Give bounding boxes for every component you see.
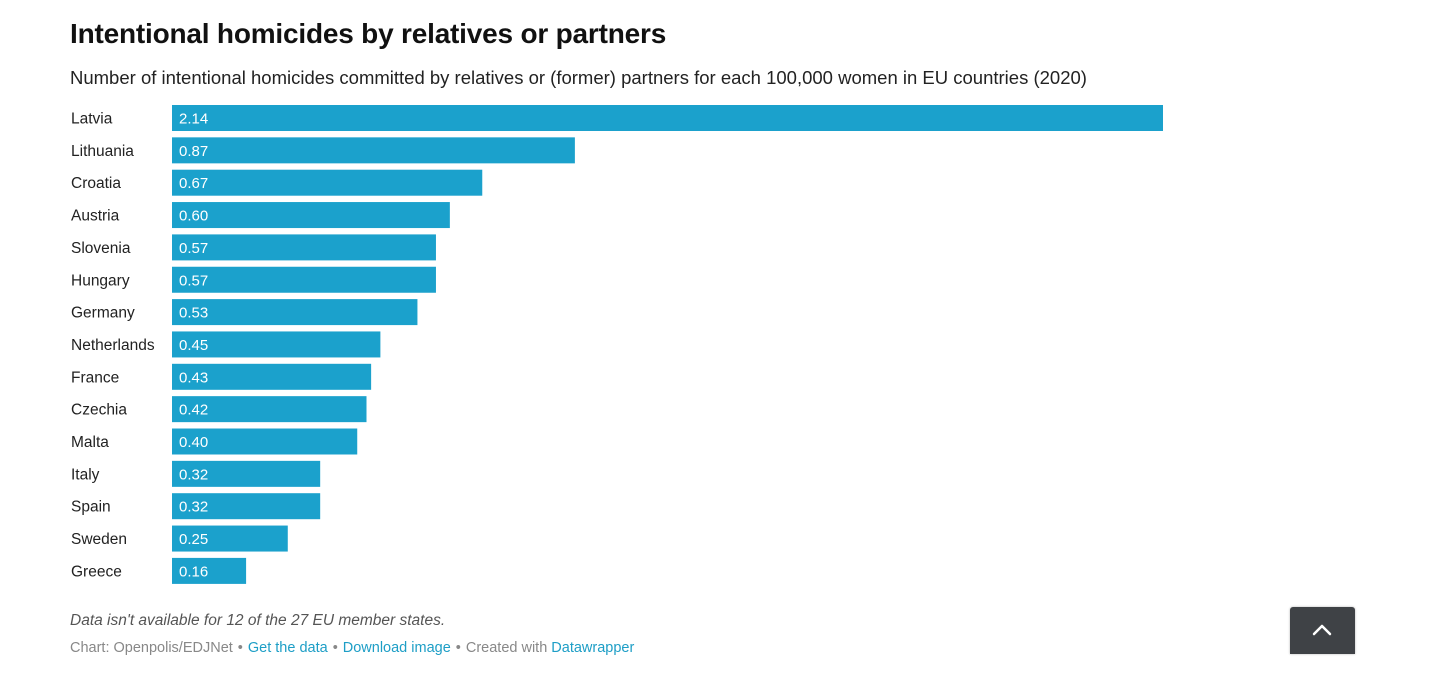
category-label: Sweden [71, 531, 127, 548]
footer-separator: • [455, 640, 461, 656]
bar [172, 137, 575, 164]
value-label: 0.57 [179, 240, 208, 257]
chart-subtitle: Number of intentional homicides committe… [70, 67, 1087, 88]
value-label: 0.67 [179, 175, 208, 192]
category-label: Czechia [71, 402, 127, 419]
footer-separator: • [332, 640, 338, 656]
bar [172, 331, 381, 358]
value-label: 0.32 [179, 499, 208, 516]
bar [172, 105, 1163, 131]
bar [172, 266, 436, 293]
value-label: 0.40 [179, 434, 208, 451]
get-data-link[interactable]: Get the data [247, 640, 328, 656]
bar-chart: Latvia 2.14 Lithuania 0.87 Croatia 0.67 Austri… [71, 105, 1163, 584]
category-label: France [71, 369, 119, 386]
bar [172, 299, 418, 326]
value-label: 0.87 [179, 143, 208, 160]
bar [172, 493, 321, 520]
chart-title: Intentional homicides by relatives or pa… [70, 18, 667, 49]
value-label: 0.60 [179, 208, 208, 225]
category-label: Austria [71, 208, 120, 225]
value-label: 0.25 [179, 531, 208, 548]
bar [172, 234, 436, 261]
download-image-link[interactable]: Download image [342, 640, 451, 656]
category-label: Hungary [71, 272, 130, 289]
category-label: Malta [71, 434, 109, 451]
category-label: Italy [71, 466, 100, 483]
scroll-to-top-button[interactable] [1290, 607, 1355, 654]
category-label: Spain [71, 499, 111, 516]
bar [172, 525, 288, 552]
category-label: Greece [71, 563, 122, 580]
chevron-up-icon [1312, 624, 1332, 636]
value-label: 0.43 [179, 369, 208, 386]
chart-notes: Data isn't available for 12 of the 27 EU… [70, 612, 446, 629]
category-label: Slovenia [71, 240, 131, 257]
datawrapper-link[interactable]: Datawrapper [551, 640, 635, 656]
value-label: 2.14 [179, 111, 208, 128]
value-label: 0.42 [179, 402, 208, 419]
category-label: Germany [71, 305, 135, 322]
bar [172, 557, 247, 584]
value-label: 0.45 [179, 337, 208, 354]
bar [172, 202, 450, 229]
value-label: 0.53 [179, 305, 208, 322]
value-label: 0.32 [179, 466, 208, 483]
bar [172, 169, 483, 196]
chart-footer: Chart: Openpolis/EDJNet • Get the data • Dow… [70, 640, 634, 656]
value-label: 0.57 [179, 272, 208, 289]
created-with-text: Created with [465, 640, 548, 656]
bar [172, 396, 367, 423]
footer-separator: • [237, 640, 243, 656]
bar [172, 428, 358, 455]
bar [172, 363, 372, 390]
category-label: Lithuania [71, 143, 134, 160]
category-label: Netherlands [71, 337, 155, 354]
category-label: Croatia [71, 175, 121, 192]
value-label: 0.16 [179, 563, 208, 580]
source-credit: Chart: Openpolis/EDJNet [70, 640, 233, 656]
bar [172, 460, 321, 487]
category-label: Latvia [71, 111, 113, 128]
